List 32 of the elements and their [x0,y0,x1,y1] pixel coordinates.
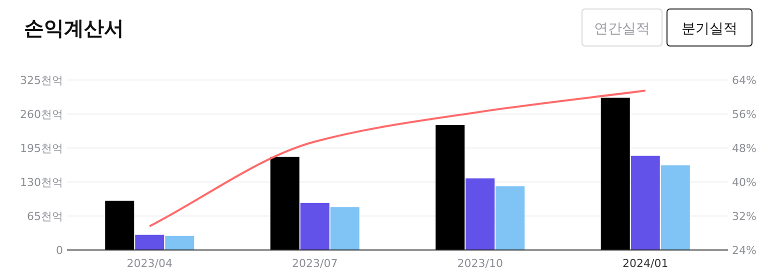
text: 연간실적 [594,21,650,37]
y2-tick-label: 56% [732,108,756,121]
bar [466,178,495,250]
bar [600,98,630,250]
text: 분기실적 [682,21,738,37]
y2-tick-label: 24% [732,244,756,257]
y2-tick-label: 40% [732,176,756,189]
y-tick-label: 325천억 [20,74,63,87]
y-tick-label: 195천억 [20,142,63,155]
y2-tick-label: 32% [732,210,756,223]
bar [135,234,164,250]
bar [330,207,360,250]
y-tick-label: 0 [56,244,63,257]
bar [270,156,300,250]
x-tick-label: 2023/07 [292,257,338,270]
bar [165,236,194,250]
x-tick-label: 2023/10 [457,257,503,270]
y-tick-label: 65천억 [27,210,63,223]
bar [630,156,660,250]
chart-title: 손익계산서 [24,16,124,40]
y-tick-label: 130천억 [20,176,63,189]
x-tick-label: 2023/04 [126,257,172,270]
y-tick-label: 260천억 [20,108,63,121]
bar [496,186,525,250]
bar [660,165,690,250]
bar [105,200,134,250]
y2-tick-label: 48% [732,142,756,155]
line-series [148,90,646,228]
bar [300,202,330,250]
x-tick-label: 2024/01 [622,257,668,270]
bar [436,124,465,250]
y2-tick-label: 64% [732,74,756,87]
